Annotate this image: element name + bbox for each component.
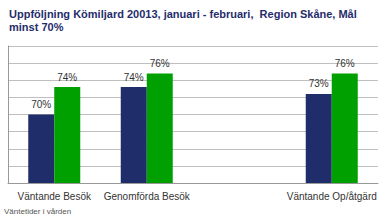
svg-text:73%: 73%: [309, 78, 329, 89]
svg-text:74%: 74%: [124, 72, 144, 83]
svg-text:Uppföljning Kömiljard 20013, j: Uppföljning Kömiljard 20013, januari - f…: [9, 8, 360, 20]
svg-text:74%: 74%: [57, 72, 77, 83]
svg-text:Väntande Op/åtgärd: Väntande Op/åtgärd: [287, 191, 377, 202]
svg-text:70%: 70%: [31, 99, 51, 110]
svg-text:Väntande Besök: Väntande Besök: [18, 191, 92, 202]
svg-text:76%: 76%: [335, 58, 355, 69]
svg-text:76%: 76%: [150, 58, 170, 69]
svg-text:Genomförda Besök: Genomförda Besök: [104, 191, 191, 202]
svg-text:minst 70%: minst 70%: [9, 21, 64, 33]
svg-text:Väntetider i vården: Väntetider i vården: [4, 207, 71, 216]
